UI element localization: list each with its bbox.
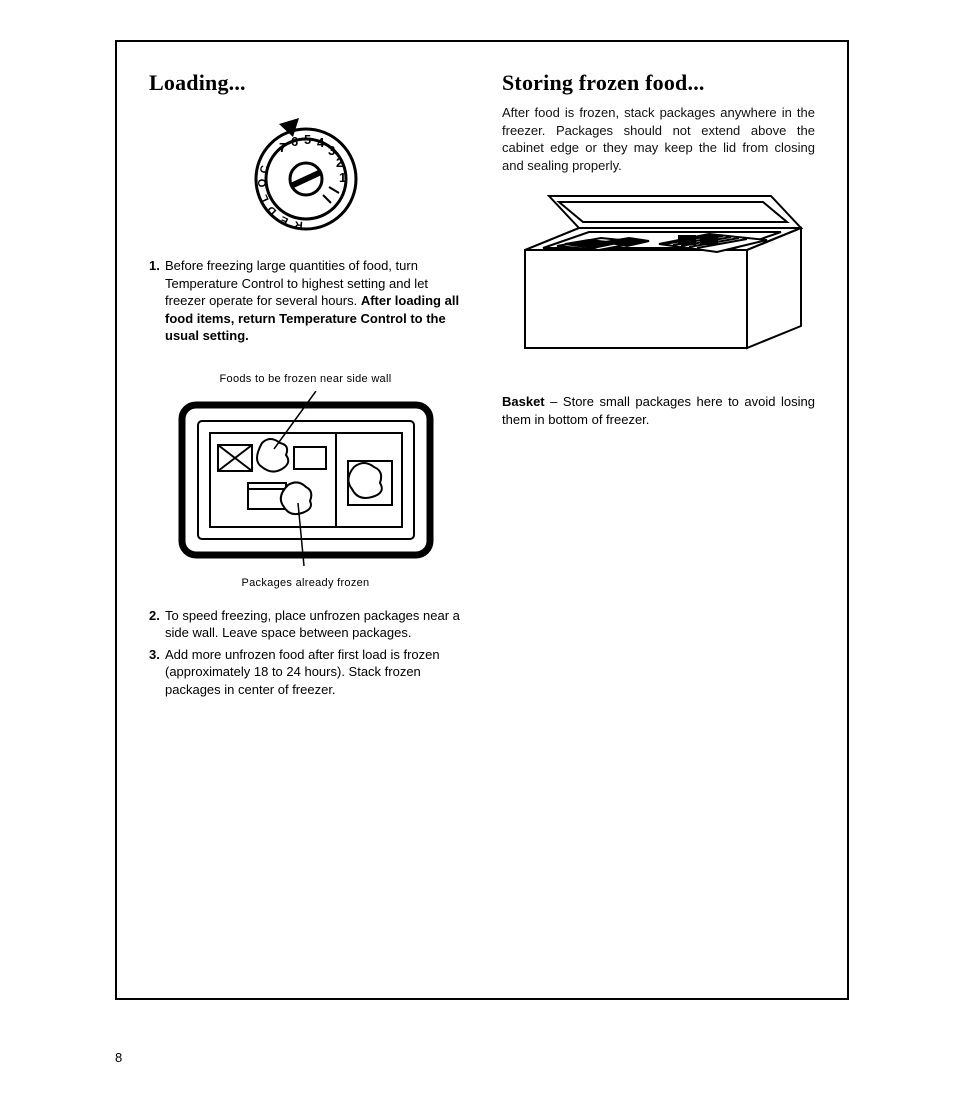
svg-text:7: 7 <box>279 140 286 155</box>
temperature-dial-figure: 7 6 5 4 3 2 1 C O L D E <box>149 104 462 239</box>
right-column: Storing frozen food... After food is fro… <box>502 70 815 702</box>
basket-label: Basket <box>502 394 545 409</box>
svg-text:4: 4 <box>317 135 325 150</box>
topview-caption-bottom: Packages already frozen <box>149 577 462 589</box>
svg-text:O: O <box>256 178 269 188</box>
chest-freezer-icon <box>509 188 809 358</box>
two-column-layout: Loading... 7 6 <box>149 70 815 702</box>
page-number: 8 <box>115 1050 122 1065</box>
freezer-topview-icon <box>176 391 436 566</box>
step-number: 1. <box>149 257 165 345</box>
dial-icon: 7 6 5 4 3 2 1 C O L D E <box>241 104 371 234</box>
step-number: 2. <box>149 607 165 642</box>
svg-text:3: 3 <box>328 143 335 158</box>
loading-heading: Loading... <box>149 70 462 96</box>
step-text: Add more unfrozen food after first load … <box>165 646 462 699</box>
svg-text:5: 5 <box>304 132 311 147</box>
svg-text:R: R <box>294 218 303 231</box>
storing-heading: Storing frozen food... <box>502 70 815 96</box>
svg-text:6: 6 <box>291 134 298 149</box>
svg-text:2: 2 <box>336 155 343 170</box>
basket-text: – Store small packages here to avoid los… <box>502 394 815 427</box>
loading-step-1: 1. Before freezing large quantities of f… <box>149 257 462 345</box>
freezer-topview-figure <box>149 391 462 571</box>
chest-freezer-figure <box>502 188 815 363</box>
step-text: Before freezing large quantities of food… <box>165 257 462 345</box>
svg-text:1: 1 <box>339 170 346 185</box>
step-text: To speed freezing, place unfrozen packag… <box>165 607 462 642</box>
topview-caption-top: Foods to be frozen near side wall <box>149 373 462 385</box>
step-number: 3. <box>149 646 165 699</box>
basket-paragraph: Basket – Store small packages here to av… <box>502 393 815 428</box>
storing-intro: After food is frozen, stack packages any… <box>502 104 815 174</box>
loading-step-2: 2. To speed freezing, place unfrozen pac… <box>149 607 462 642</box>
page-frame: Loading... 7 6 <box>115 40 849 1000</box>
left-column: Loading... 7 6 <box>149 70 462 702</box>
loading-step-3: 3. Add more unfrozen food after first lo… <box>149 646 462 699</box>
